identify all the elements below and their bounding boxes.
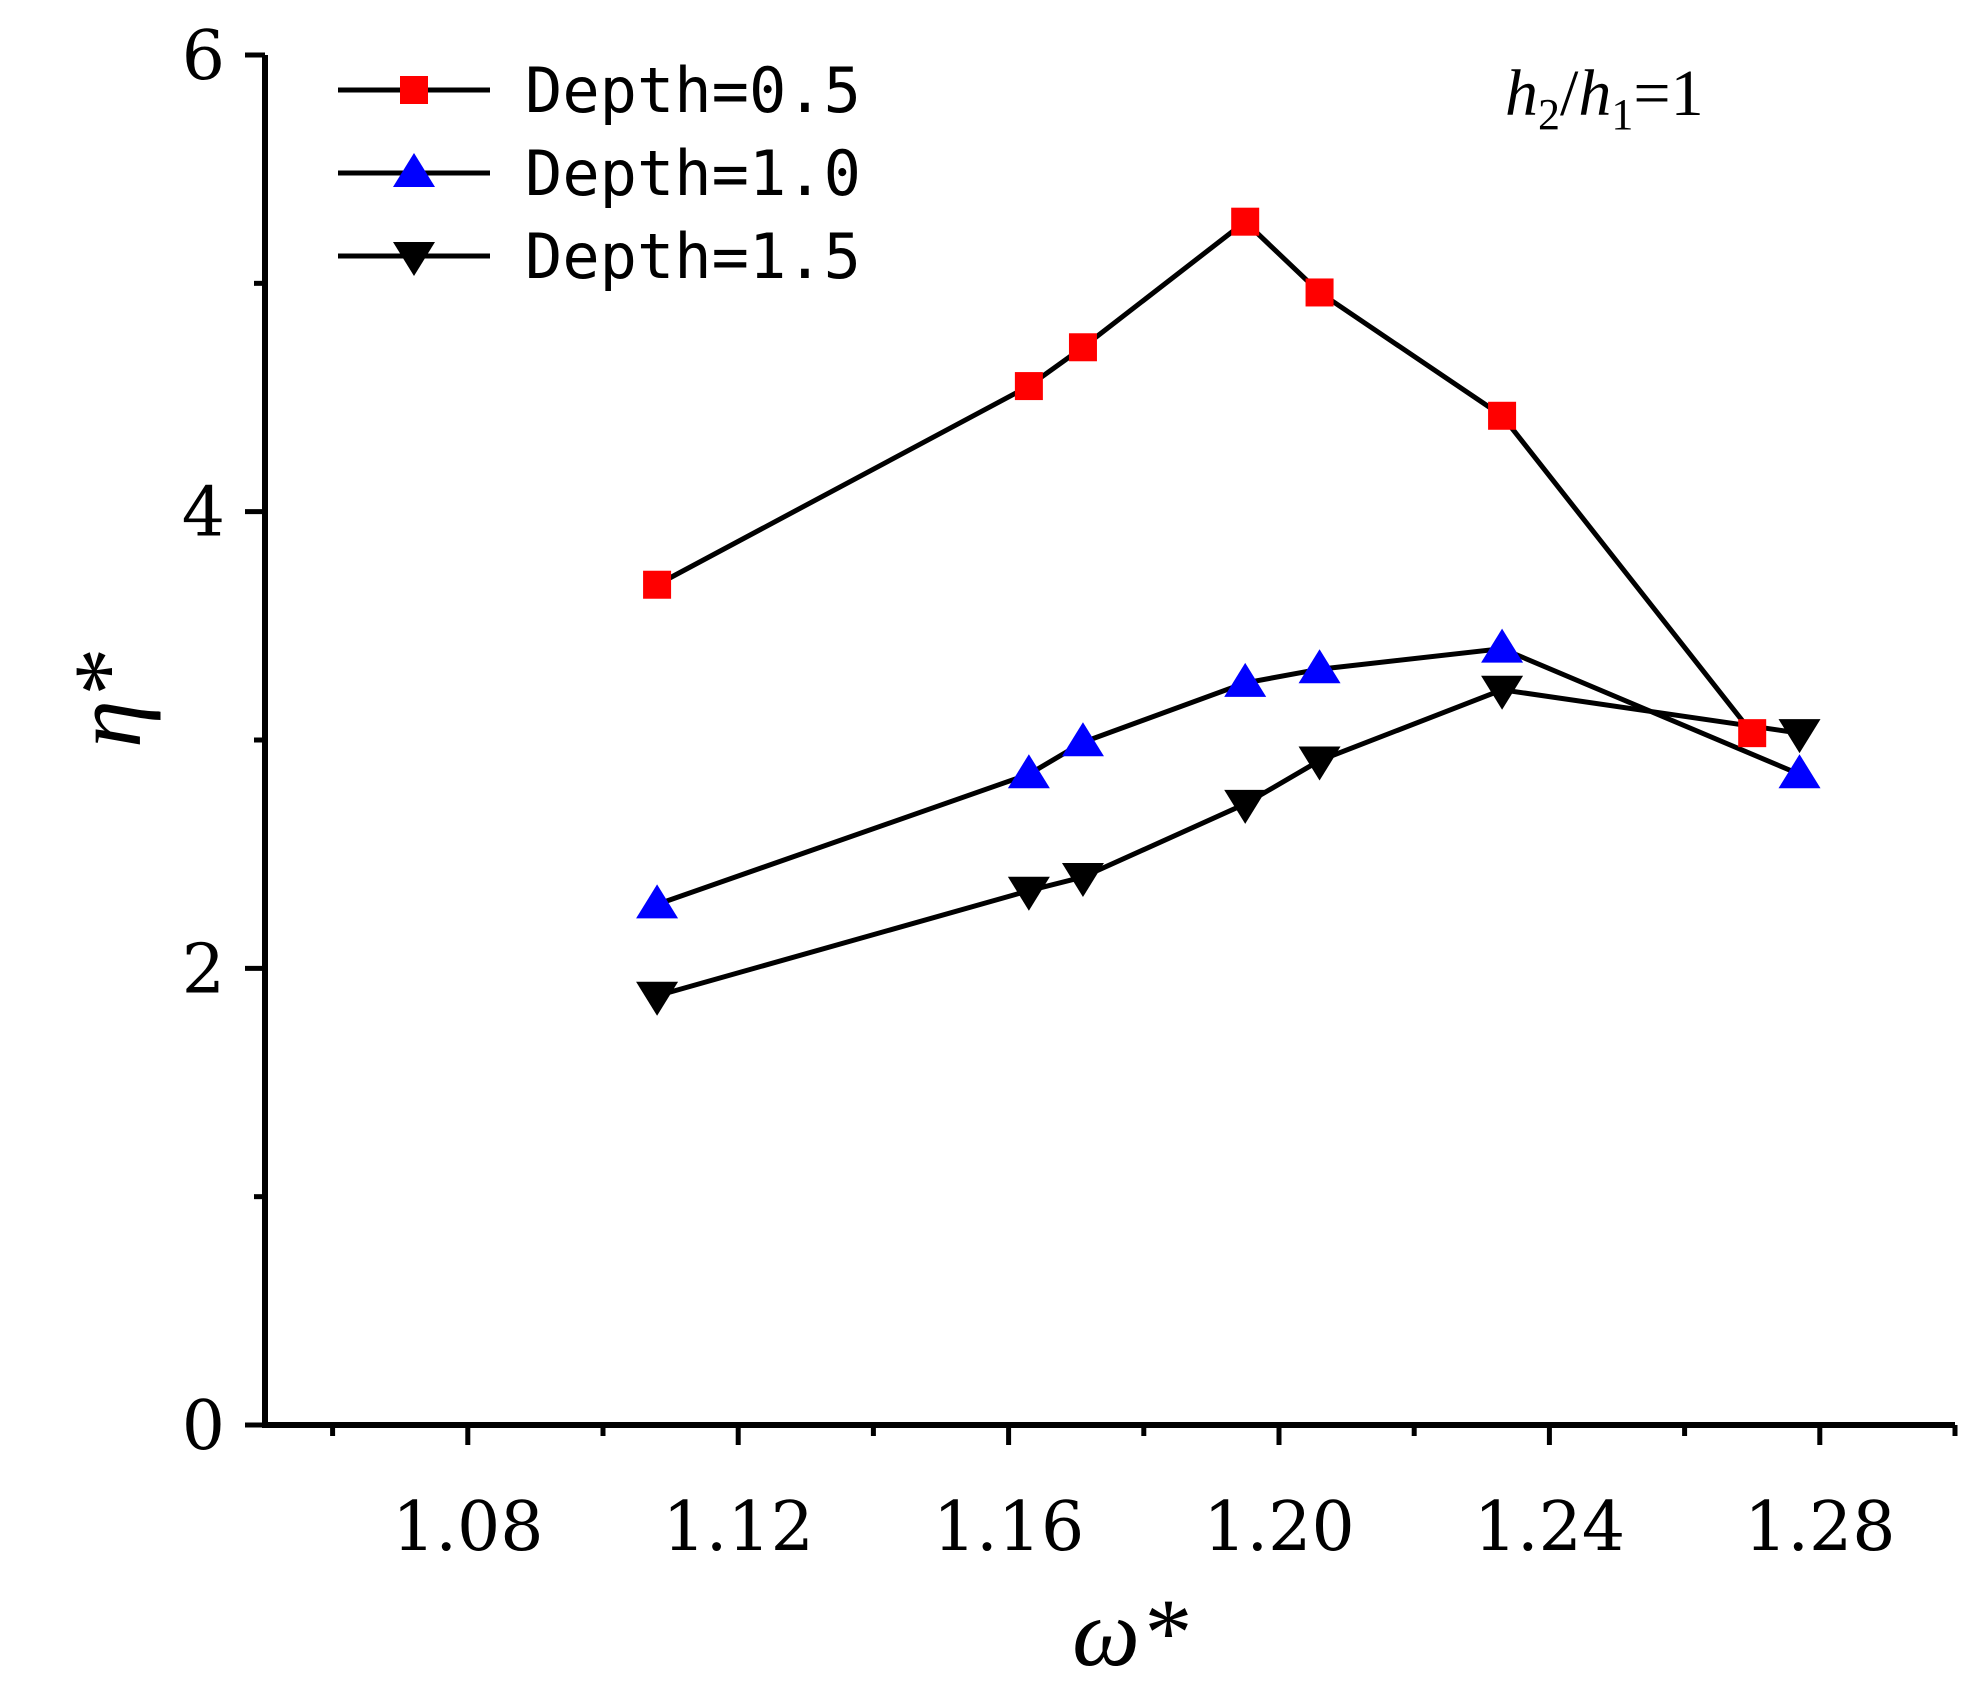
series-markers-Depth=1.0	[636, 628, 1821, 919]
x-tick-label: 1.08	[392, 1488, 543, 1567]
y-tick-label: 2	[182, 930, 225, 1009]
data-point	[1778, 719, 1821, 754]
legend-label: Depth=1.5	[525, 220, 861, 293]
axes: 0 2 4 6 1.08 1.12 1.16 1.20 1.24 1.28	[182, 17, 1958, 1567]
legend-marker	[400, 76, 428, 104]
data-point	[636, 884, 679, 919]
data-point	[1224, 789, 1267, 824]
x-axis-title: ω*	[1072, 1579, 1188, 1686]
legend-entry: Depth=1.0	[338, 137, 861, 210]
x-tick-label: 1.24	[1474, 1488, 1625, 1567]
series-markers-Depth=0.5	[643, 207, 1767, 748]
data-point	[1481, 675, 1524, 710]
series-layer	[636, 207, 1821, 1016]
data-point	[1061, 863, 1104, 897]
y-tick-label: 4	[182, 474, 225, 553]
y-tick-label: 0	[182, 1387, 225, 1466]
data-point	[1231, 207, 1260, 236]
series-Depth=1.0	[656, 646, 1801, 907]
series-line	[656, 646, 1801, 907]
legend-label: Depth=1.0	[525, 137, 861, 210]
x-tick-label: 1.16	[933, 1488, 1084, 1567]
data-point	[643, 570, 672, 599]
data-point	[1014, 372, 1043, 401]
x-tick-label: 1.12	[662, 1488, 813, 1567]
series-markers-Depth=1.5	[636, 675, 1821, 1016]
data-point	[1007, 876, 1050, 911]
data-point	[1061, 722, 1104, 757]
x-tick-label: 1.20	[1203, 1488, 1354, 1567]
legend: Depth=0.5 Depth=1.0 Depth=1.5	[338, 54, 861, 293]
y-axis-title: η*	[54, 652, 161, 748]
x-tick-label: 1.28	[1744, 1488, 1895, 1567]
series-line	[655, 218, 1755, 735]
legend-entry: Depth=0.5	[338, 54, 861, 127]
data-point	[1488, 401, 1517, 430]
data-point	[1305, 278, 1334, 307]
data-point	[1298, 649, 1341, 684]
data-point	[1298, 746, 1341, 781]
data-point	[1068, 333, 1097, 362]
y-tick-label: 6	[182, 17, 225, 96]
data-point	[1738, 719, 1767, 748]
data-point	[1224, 662, 1267, 697]
data-point	[1778, 754, 1821, 789]
data-point	[1481, 628, 1524, 663]
data-point	[636, 981, 679, 1016]
data-point	[1007, 754, 1050, 789]
legend-marker	[393, 242, 435, 276]
legend-entry: Depth=1.5	[338, 220, 861, 293]
annotation-h2-h1: h2/h1=1	[1505, 57, 1704, 139]
series-Depth=0.5	[655, 218, 1755, 735]
legend-label: Depth=0.5	[525, 54, 861, 127]
legend-marker	[393, 153, 435, 187]
